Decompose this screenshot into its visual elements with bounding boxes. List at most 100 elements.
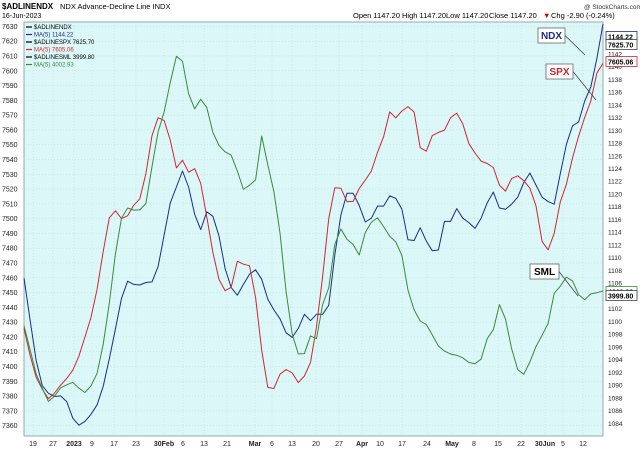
right-axis-tick-label: 1092 [608,370,623,377]
right-axis-tick-label: 1096 [608,344,623,351]
right-axis-tick-label: 1134 [608,102,622,109]
left-axis-tick-label: 7470 [2,261,18,268]
x-axis-tick-label: 17 [398,441,406,448]
left-axis-tick-label: 7420 [2,334,18,341]
left-axis-tick-label: 7460 [2,275,18,282]
right-axis-tick-label: 1138 [608,77,622,84]
right-axis-tick-label: 1094 [608,357,623,364]
left-axis-tick-label: 7440 [2,305,18,312]
left-axis-tick-label: 7490 [2,231,18,238]
x-axis-tick-label: 20 [312,441,320,448]
x-axis-tick-label: 13 [288,441,296,448]
sml-price-label: 3999.80 [608,294,633,301]
right-axis-tick-label: 1106 [608,281,622,288]
ndx-annotation-leader [564,35,586,56]
spx-price-label-box [605,39,638,50]
date-label: 16-Jun-2023 [2,13,41,20]
left-axis-tick-label: 7360 [2,423,18,430]
right-axis-tick-label: 1088 [608,395,623,402]
left-axis-tick-label: 7450 [2,290,18,297]
x-axis-tick-label: 21 [223,441,231,448]
sml-annotation-leader [558,271,579,297]
legend-entry: MA(5) 4002.93 [34,63,74,69]
right-axis-tick-label: 1130 [608,128,622,135]
right-axis-tick-label: 1140 [608,64,622,71]
spx-annotation-box [545,63,574,80]
x-axis-tick-label: 30Jun [535,441,555,448]
series-line-sml [23,55,604,402]
left-axis-tick-label: 7530 [2,172,18,179]
sml-price-label-box [605,290,638,301]
sml-annotation: SML [534,267,555,278]
right-axis-tick-label: 1114 [608,230,622,237]
left-axis-tick-label: 7480 [2,246,18,253]
x-axis-tick-label: Apr [356,441,368,448]
right-axis-tick-label: 1112 [608,242,622,249]
right-axis-tick-label: 1086 [608,408,623,415]
x-axis-tick-label: 19 [29,441,37,448]
x-axis-tick-label: 12 [579,441,587,448]
left-axis-tick-label: 7570 [2,113,18,120]
left-axis-tick-label: 7520 [2,187,18,194]
spx-ma-price-label: 7605.06 [608,60,633,67]
right-axis-tick-label: 1126 [608,153,622,160]
x-axis-tick-label: May [445,441,459,448]
spx-ma-price-label-box [605,56,638,67]
x-axis-tick-label: 23 [132,441,140,448]
ndx-price-label: 1144.22 [608,34,633,41]
legend-entry: MA(5) 1144.22 [34,33,74,39]
left-axis-tick-label: 7380 [2,394,18,401]
x-axis-tick-label: 6 [181,441,185,448]
symbol-label: $ADLINENDX [2,2,54,11]
left-axis-tick-label: 7630 [2,24,18,31]
left-axis-tick-label: 7510 [2,201,18,208]
right-axis-tick-label: 1090 [608,383,623,390]
legend-entry: $ADLINESML 3999.80 [34,55,95,61]
spx-annotation-leader [572,71,597,101]
x-axis-tick-label: 27 [49,441,57,448]
legend-entry: $ADLINENDX [34,25,72,31]
change-value: Chg -2.90 (-0.24%) [551,11,615,20]
legend-entry: MA(5) 7605.06 [34,48,74,54]
left-axis-tick-label: 7550 [2,142,18,149]
symbol-description: NDX Advance-Decline Line INDX [60,2,170,11]
left-axis-tick-label: 7500 [2,216,18,223]
low-value: Low 1147.20 [446,11,488,20]
right-axis-tick-label: 1102 [608,306,622,313]
right-axis-tick-label: 1100 [608,319,622,326]
x-axis-tick-label: 17 [110,441,118,448]
x-axis-tick-label: 9 [90,441,94,448]
right-axis-tick-label: 1128 [608,141,622,148]
right-axis-tick-label: 1084 [608,421,623,428]
left-axis-tick-label: 7580 [2,98,18,105]
left-axis-tick-label: 7590 [2,83,18,90]
left-axis-tick-label: 7560 [2,127,18,134]
left-axis-tick-label: 7540 [2,157,18,164]
sml-annotation-box [529,263,560,280]
left-axis-tick-label: 7430 [2,320,18,327]
x-axis-tick-label: 6 [270,441,274,448]
x-axis-tick-label: 24 [423,441,431,448]
legend-entry: $ADLINESPX 7625.70 [34,40,95,46]
close-value: Close 1147.20 [489,11,537,20]
x-axis-tick-label: Mar [249,441,262,448]
x-axis-tick-label: 15 [494,441,502,448]
spx-price-label: 7625.70 [608,43,633,50]
series-line-spx [23,63,604,400]
right-axis-tick-label: 1118 [608,204,622,211]
left-axis-tick-label: 7390 [2,379,18,386]
x-axis-tick-label: 5 [561,441,565,448]
left-axis-tick-label: 7600 [2,68,18,75]
left-axis-tick-label: 7370 [2,408,18,415]
right-axis-tick-label: 1132 [608,115,622,122]
x-axis-tick-label: 8 [472,441,476,448]
right-axis-tick-label: 1108 [608,268,622,275]
right-axis-tick-label: 1116 [608,217,622,224]
left-axis-tick-label: 7410 [2,349,18,356]
x-axis-tick-label: 22 [517,441,525,448]
high-value: High 1147.20 [402,11,446,20]
plot-area [23,21,604,437]
ndx-annotation-box [537,27,566,44]
x-axis-tick-label: 10 [376,441,384,448]
